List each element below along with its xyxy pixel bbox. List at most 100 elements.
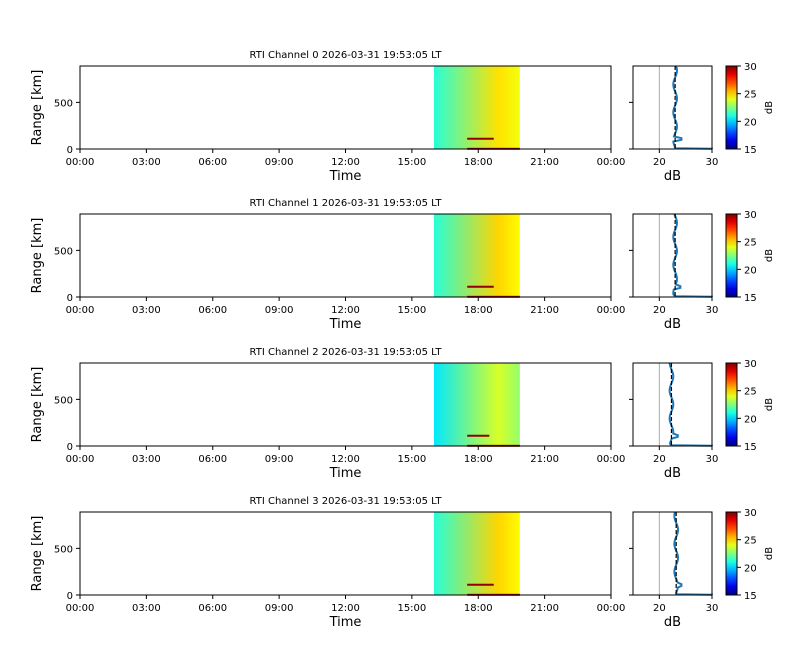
- echo-streak: [467, 285, 494, 288]
- y-tick-label: 0: [67, 293, 73, 304]
- heatmap-data: [434, 66, 520, 149]
- colorbar: [725, 213, 738, 298]
- x-tick-label: 03:00: [132, 603, 161, 614]
- x-tick-label: 03:00: [132, 305, 161, 316]
- x-tick-label: 00:00: [66, 603, 95, 614]
- x-tick-label: 15:00: [397, 305, 426, 316]
- x-axis-label: Time: [329, 466, 362, 481]
- y-tick-label: 0: [67, 145, 73, 156]
- profile-x-tick-label: 30: [706, 305, 719, 316]
- colorbar-tick-label: 15: [744, 591, 757, 602]
- y-axis-label: Range [km]: [30, 70, 45, 146]
- y-tick-label: 0: [67, 591, 73, 602]
- x-tick-label: 12:00: [331, 454, 360, 465]
- profile-axes-frame: [632, 511, 713, 596]
- x-tick-label: 15:00: [397, 454, 426, 465]
- profile-x-axis-label: dB: [664, 317, 681, 332]
- x-tick-label: 18:00: [464, 603, 493, 614]
- colorbar-label: dB: [764, 249, 775, 262]
- profile-x-tick-label: 20: [653, 454, 666, 465]
- x-tick-label: 03:00: [132, 157, 161, 168]
- rti-axes-frame: [79, 362, 612, 447]
- colorbar-tick-label: 20: [744, 265, 757, 276]
- profile-axes-frame: [632, 213, 713, 298]
- panel-title: RTI Channel 1 2026-03-31 19:53:05 LT: [250, 198, 443, 209]
- panel-title: RTI Channel 2 2026-03-31 19:53:05 LT: [250, 347, 443, 358]
- y-axis-label: Range [km]: [30, 367, 45, 443]
- y-tick-label: 500: [54, 98, 73, 109]
- panel-title: RTI Channel 0 2026-03-31 19:53:05 LT: [250, 50, 443, 61]
- colorbar-tick-label: 30: [744, 508, 757, 519]
- y-tick-label: 500: [54, 544, 73, 555]
- profile-line: [672, 213, 713, 298]
- colorbar: [725, 511, 738, 596]
- x-tick-label: 21:00: [530, 305, 559, 316]
- colorbar-label: dB: [764, 547, 775, 560]
- y-tick-label: 0: [67, 442, 73, 453]
- x-axis-label: Time: [329, 317, 362, 332]
- x-tick-label: 15:00: [397, 157, 426, 168]
- x-tick-label: 09:00: [265, 603, 294, 614]
- x-tick-label: 09:00: [265, 157, 294, 168]
- colorbar-tick-label: 20: [744, 414, 757, 425]
- x-tick-label: 00:00: [597, 157, 626, 168]
- y-tick-label: 500: [54, 246, 73, 257]
- x-tick-label: 00:00: [597, 603, 626, 614]
- x-tick-label: 00:00: [66, 305, 95, 316]
- profile-x-axis-label: dB: [664, 615, 681, 630]
- heatmap-data: [434, 363, 520, 446]
- rti-panel-3: RTI Channel 3 2026-03-31 19:53:05 LT 00:0…: [30, 496, 775, 630]
- profile-x-axis-label: dB: [664, 169, 681, 184]
- y-axis-label: Range [km]: [30, 218, 45, 294]
- echo-streak: [467, 434, 490, 437]
- rti-panel-1: RTI Channel 1 2026-03-31 19:53:05 LT 00:0…: [30, 198, 775, 332]
- x-tick-label: 00:00: [66, 454, 95, 465]
- y-axis-label: Range [km]: [30, 516, 45, 592]
- colorbar-tick-label: 20: [744, 117, 757, 128]
- heatmap-data: [434, 512, 520, 595]
- profile-axes-frame: [632, 65, 713, 150]
- profile-line: [673, 511, 713, 596]
- panel-title: RTI Channel 3 2026-03-31 19:53:05 LT: [250, 496, 443, 507]
- colorbar: [725, 362, 738, 447]
- colorbar-tick-label: 30: [744, 62, 757, 73]
- colorbar-tick-label: 30: [744, 359, 757, 370]
- profile-x-tick-label: 30: [706, 603, 719, 614]
- colorbar-tick-label: 30: [744, 210, 757, 221]
- profile-line: [668, 362, 713, 447]
- x-tick-label: 06:00: [198, 603, 227, 614]
- colorbar-tick-label: 20: [744, 563, 757, 574]
- x-tick-label: 00:00: [597, 305, 626, 316]
- profile-x-tick-label: 30: [706, 454, 719, 465]
- x-tick-label: 09:00: [265, 305, 294, 316]
- profile-x-tick-label: 20: [653, 305, 666, 316]
- x-tick-label: 12:00: [331, 603, 360, 614]
- x-tick-label: 00:00: [66, 157, 95, 168]
- x-tick-label: 21:00: [530, 157, 559, 168]
- colorbar-tick-label: 25: [744, 238, 757, 249]
- profile-line: [672, 65, 713, 150]
- colorbar-label: dB: [764, 398, 775, 411]
- x-tick-label: 03:00: [132, 454, 161, 465]
- x-tick-label: 00:00: [597, 454, 626, 465]
- echo-streak: [467, 583, 494, 586]
- x-tick-label: 15:00: [397, 603, 426, 614]
- colorbar-tick-label: 15: [744, 442, 757, 453]
- x-tick-label: 21:00: [530, 603, 559, 614]
- colorbar-tick-label: 25: [744, 536, 757, 547]
- colorbar: [725, 65, 738, 150]
- profile-x-tick-label: 30: [706, 157, 719, 168]
- profile-x-tick-label: 20: [653, 603, 666, 614]
- colorbar-tick-label: 15: [744, 293, 757, 304]
- x-tick-label: 18:00: [464, 157, 493, 168]
- x-tick-label: 09:00: [265, 454, 294, 465]
- x-tick-label: 06:00: [198, 454, 227, 465]
- colorbar-label: dB: [764, 101, 775, 114]
- rti-panel-2: RTI Channel 2 2026-03-31 19:53:05 LT 00:0…: [30, 347, 775, 481]
- profile-axes-frame: [632, 362, 713, 447]
- x-tick-label: 18:00: [464, 454, 493, 465]
- x-tick-label: 12:00: [331, 157, 360, 168]
- x-axis-label: Time: [329, 615, 362, 630]
- x-axis-label: Time: [329, 169, 362, 184]
